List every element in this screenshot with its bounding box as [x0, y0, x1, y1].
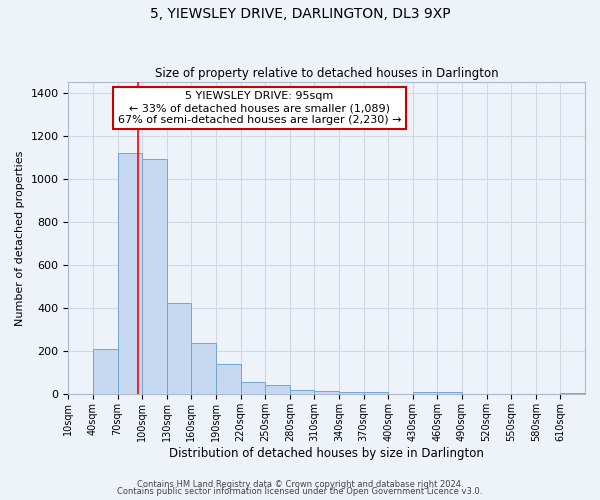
Bar [265, 384, 290, 394]
Y-axis label: Number of detached properties: Number of detached properties [15, 150, 25, 326]
Bar [290, 390, 314, 394]
X-axis label: Distribution of detached houses by size in Darlington: Distribution of detached houses by size … [169, 447, 484, 460]
Bar [314, 391, 339, 394]
Bar [167, 303, 191, 394]
Text: Contains HM Land Registry data © Crown copyright and database right 2024.: Contains HM Land Registry data © Crown c… [137, 480, 463, 489]
Bar [191, 342, 216, 394]
Text: 5, YIEWSLEY DRIVE, DARLINGTON, DL3 9XP: 5, YIEWSLEY DRIVE, DARLINGTON, DL3 9XP [149, 8, 451, 22]
Bar [437, 392, 462, 394]
Bar [364, 392, 388, 394]
Bar [339, 392, 364, 394]
Bar [241, 382, 265, 394]
Bar [93, 349, 118, 395]
Bar [216, 364, 241, 394]
Bar [413, 392, 437, 394]
Title: Size of property relative to detached houses in Darlington: Size of property relative to detached ho… [155, 66, 499, 80]
Bar [118, 153, 142, 394]
Text: Contains public sector information licensed under the Open Government Licence v3: Contains public sector information licen… [118, 487, 482, 496]
Text: 5 YIEWSLEY DRIVE: 95sqm
← 33% of detached houses are smaller (1,089)
67% of semi: 5 YIEWSLEY DRIVE: 95sqm ← 33% of detache… [118, 92, 401, 124]
Bar [142, 158, 167, 394]
